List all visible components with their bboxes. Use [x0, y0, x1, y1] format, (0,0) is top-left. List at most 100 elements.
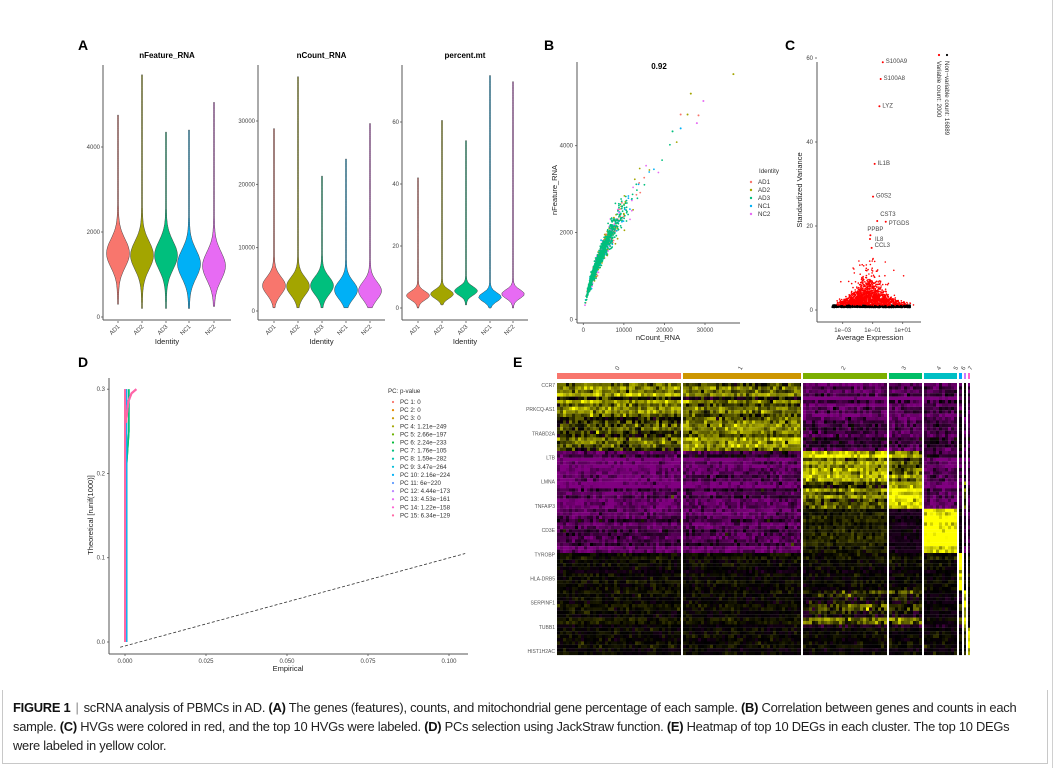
violin-ad3	[310, 175, 334, 309]
point-non-variable	[867, 305, 870, 308]
heatmap-cell	[575, 576, 578, 581]
heatmap-cell	[560, 648, 563, 652]
deg-heatmap: 0 1 2 3 4 5 6 7CCR7PRKCQ-AS1TRABD2ALTBLMNATNFAI…	[526, 365, 975, 656]
heatmap-cell	[578, 624, 581, 628]
point-ad3	[610, 225, 612, 228]
point-variable	[858, 260, 860, 262]
heatmap-cell	[581, 566, 584, 571]
heatmap-cell	[572, 597, 575, 601]
point-ad3	[623, 204, 625, 207]
heatmap-cell	[560, 522, 563, 526]
heatmap-cell	[578, 549, 581, 554]
point-ad1	[635, 193, 638, 196]
heatmap-cell	[581, 638, 584, 642]
heatmap-cell	[581, 491, 584, 496]
heatmap-cell	[557, 648, 560, 652]
legend-label-pc-1: PC 1: 0	[400, 399, 421, 406]
heatmap-cell	[560, 413, 563, 418]
heatmap-cell	[590, 406, 593, 411]
heatmap-cell	[587, 559, 590, 564]
heatmap-cell	[584, 410, 587, 414]
heatmap-cell	[563, 461, 566, 465]
heatmap-cell	[584, 556, 587, 560]
labeled-point	[869, 234, 872, 237]
heatmap-cell	[572, 481, 575, 486]
heatmap-cell	[581, 461, 584, 465]
point-variable	[867, 297, 870, 299]
heatmap-cell	[563, 444, 566, 448]
point-variable	[869, 263, 872, 266]
heatmap-cell	[560, 464, 563, 469]
legend-label-pc-9: PC 9: 3.47e−264	[400, 464, 447, 471]
heatmap-cell	[575, 434, 578, 438]
heatmap-cell	[560, 597, 563, 601]
point-ad3	[607, 222, 609, 225]
heatmap-cell	[560, 587, 563, 591]
heatmap-cell	[563, 529, 566, 533]
panel-label-b: B	[544, 37, 554, 53]
point-ad3	[599, 252, 602, 254]
point-variable	[866, 291, 869, 293]
point-ad3	[605, 252, 608, 254]
point-ad2	[613, 216, 615, 219]
legend-key-pc-3	[391, 417, 395, 420]
heatmap-cell	[584, 610, 587, 615]
heatmap-cell	[575, 386, 578, 390]
heatmap-cell	[581, 539, 584, 543]
heatmap-cell	[566, 423, 569, 428]
point-variable	[887, 298, 890, 300]
legend-key-nc1	[749, 204, 753, 208]
point-variable	[878, 294, 881, 297]
heatmap-cell	[572, 444, 575, 448]
point-variable	[863, 301, 866, 304]
heatmap-cell	[566, 559, 569, 564]
point-variable	[850, 296, 853, 298]
heatmap-cell	[578, 437, 581, 441]
heatmap-cell	[560, 634, 563, 639]
point-variable	[889, 304, 892, 307]
heatmap-cell	[557, 532, 560, 537]
heatmap-cell	[587, 481, 590, 486]
heatmap-cell	[566, 519, 569, 523]
heatmap-cell	[581, 522, 584, 526]
heatmap-cell	[578, 440, 581, 445]
point-variable	[871, 282, 873, 285]
heatmap-cell	[581, 508, 584, 513]
point-variable	[857, 299, 860, 302]
point-ad3	[601, 243, 604, 246]
x-axis-label: nCount_RNA	[636, 333, 680, 342]
heatmap-cell	[560, 610, 563, 615]
legend-key-pc-4	[391, 425, 395, 428]
heatmap-cell	[578, 573, 581, 577]
heatmap-cell	[569, 644, 572, 649]
heatmap-cell	[557, 570, 560, 574]
heatmap-cell	[587, 553, 590, 557]
heatmap-cell	[566, 417, 569, 421]
heatmap-cell	[566, 597, 569, 601]
heatmap-cell	[575, 583, 578, 588]
x-axis-label: Empirical	[273, 664, 304, 673]
heatmap-cell	[560, 383, 563, 387]
heatmap-cell	[560, 505, 563, 509]
heatmap-cell	[584, 580, 587, 584]
heatmap-cell	[578, 631, 581, 635]
point-variable	[861, 302, 863, 305]
point-variable	[863, 293, 865, 296]
heatmap-cell	[557, 563, 560, 567]
heatmap-cell	[587, 420, 590, 424]
point-non-variable	[891, 306, 894, 309]
legend-label-pc-7: PC 7: 1.76e−105	[400, 448, 447, 455]
violin-nc2	[358, 123, 382, 309]
point-ad3	[611, 237, 614, 240]
y-axis-label: nFeature_RNA	[550, 165, 559, 215]
heatmap-cell	[563, 420, 566, 424]
heatmap-cell	[581, 488, 584, 492]
heatmap-cell	[560, 502, 563, 506]
heatmap-cell	[563, 580, 566, 584]
heatmap-cell	[572, 451, 575, 455]
y-tick-label: 20	[392, 244, 399, 250]
point-variable	[894, 300, 897, 303]
point-ad3	[586, 295, 588, 297]
heatmap-cell	[587, 556, 590, 560]
heatmap-cell	[578, 396, 581, 401]
